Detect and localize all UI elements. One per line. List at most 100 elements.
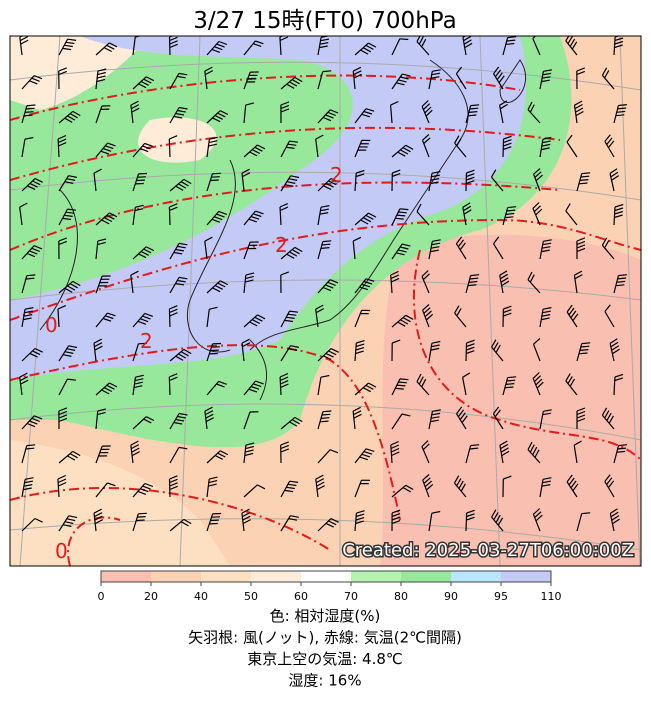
wind-barb	[132, 312, 154, 328]
wind-barb	[391, 169, 401, 192]
wind-barb	[317, 240, 332, 260]
wind-barb	[573, 100, 584, 124]
wind-barb	[391, 243, 411, 260]
wind-barb	[243, 314, 266, 328]
wind-barb	[609, 508, 620, 532]
wind-barb	[241, 168, 251, 192]
wind-barb	[95, 275, 111, 294]
wind-barb	[58, 378, 76, 396]
wind-barb	[576, 342, 591, 362]
wind-barb	[58, 67, 68, 90]
wind-barb	[391, 339, 401, 362]
wind-barb	[613, 203, 624, 226]
wind-barb	[206, 210, 228, 226]
wind-barb	[21, 517, 43, 532]
wind-barb	[19, 202, 28, 226]
wind-barb	[206, 40, 228, 56]
wind-barb	[58, 450, 81, 464]
colorbar-tick-label: 80	[394, 590, 408, 603]
wind-barb	[490, 169, 504, 192]
wind-barb	[130, 440, 140, 464]
wind-barb	[280, 101, 290, 124]
wind-barb	[416, 373, 430, 396]
wind-barb	[354, 212, 377, 226]
wind-barb	[315, 134, 324, 158]
wind-barb	[95, 482, 116, 498]
wind-barb	[132, 204, 144, 226]
wind-barb	[243, 144, 266, 158]
wind-barb	[354, 169, 365, 192]
isotherm	[10, 74, 641, 566]
wind-barb	[502, 135, 512, 158]
colorbar-tick-label: 50	[244, 590, 258, 603]
wind-barb	[317, 374, 330, 396]
wind-barb	[613, 104, 627, 124]
wind-barb	[601, 407, 615, 430]
wind-barb	[95, 42, 118, 56]
wind-barb	[243, 102, 255, 124]
caption: 矢羽根: 風(ノット), 赤線: 気温(2℃間隔)	[188, 629, 462, 647]
wind-barb	[58, 110, 81, 124]
wind-barb	[168, 373, 178, 396]
colorbar-tick-label: 40	[194, 590, 208, 603]
wind-barb	[576, 407, 586, 429]
wind-barb	[169, 178, 192, 192]
wind-barb	[527, 441, 541, 464]
wind-barb	[428, 409, 441, 430]
wind-barb	[169, 348, 192, 362]
wind-barb	[532, 202, 543, 226]
wind-barb	[532, 508, 543, 532]
wind-barb	[169, 518, 192, 532]
wind-barb	[492, 406, 504, 430]
contour-label: 2	[140, 329, 153, 353]
wind-barb	[58, 237, 68, 260]
wind-barb	[280, 76, 303, 90]
wind-barb	[454, 305, 467, 328]
wind-barb	[169, 276, 188, 294]
wind-barb	[280, 310, 299, 328]
wind-barb	[539, 409, 552, 430]
wind-barb	[465, 274, 480, 294]
wind-barb	[576, 512, 591, 532]
wind-barb	[391, 314, 414, 328]
wind-barb	[609, 168, 620, 192]
wind-barb	[206, 476, 218, 498]
wind-barb	[206, 380, 227, 396]
wind-barb	[93, 338, 103, 362]
wind-barb	[132, 172, 148, 192]
wind-barb	[462, 202, 472, 226]
wind-barb	[168, 203, 178, 226]
wind-barb	[532, 372, 544, 396]
caption: 色: 相対湿度(%)	[270, 607, 381, 625]
wind-barb	[428, 69, 441, 90]
wind-barb	[428, 510, 441, 532]
wind-barb	[354, 139, 371, 158]
wind-barb	[317, 449, 339, 464]
wind-barb	[566, 474, 579, 498]
wind-barb	[243, 484, 266, 498]
wind-barb	[391, 38, 409, 56]
wind-barb	[206, 342, 222, 362]
wind-barb	[502, 475, 512, 498]
wind-barb	[280, 246, 303, 260]
wind-barb	[206, 110, 229, 124]
wind-barb	[354, 309, 371, 328]
wind-barbs	[19, 36, 628, 532]
colorbar-tick-label: 110	[541, 590, 562, 603]
wind-barb	[21, 415, 43, 430]
wind-barb	[21, 307, 34, 328]
colorbar-tick-label: 60	[294, 590, 308, 603]
wind-barb	[169, 242, 188, 260]
humidity-field	[10, 440, 230, 566]
wind-barb	[317, 70, 332, 90]
contour-label: 0	[55, 539, 68, 563]
map-frame	[9, 35, 642, 567]
wind-barb	[499, 100, 508, 124]
wind-barb	[280, 175, 300, 192]
wind-barb	[354, 278, 375, 294]
wind-barb	[390, 270, 400, 294]
wind-barb	[354, 340, 365, 362]
colorbar-swatch	[401, 571, 451, 582]
wind-barb	[604, 304, 615, 328]
